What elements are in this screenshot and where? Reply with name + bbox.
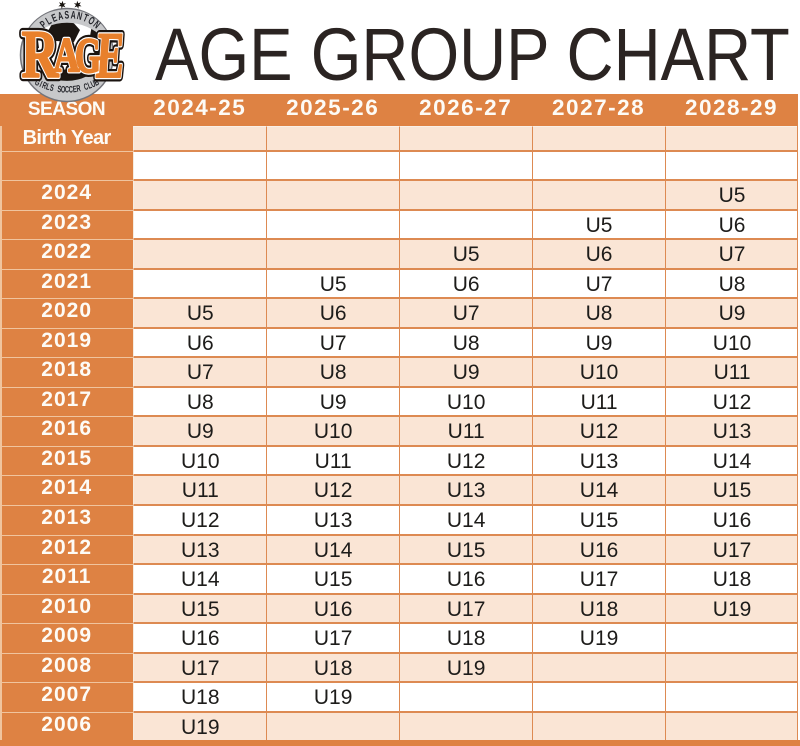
svg-text:G: G: [75, 29, 101, 84]
svg-text:R: R: [22, 17, 59, 93]
svg-text:A: A: [53, 29, 79, 82]
svg-text:E: E: [94, 20, 126, 92]
svg-text:P: P: [38, 18, 49, 30]
svg-text:E: E: [72, 84, 77, 95]
svg-text:A: A: [53, 29, 79, 82]
svg-text:N: N: [76, 10, 84, 23]
svg-text:G: G: [75, 29, 101, 84]
svg-text:G: G: [75, 29, 101, 84]
svg-text:T: T: [82, 12, 91, 25]
svg-text:O: O: [61, 84, 66, 95]
svg-text:B: B: [92, 77, 101, 89]
svg-text:N: N: [91, 18, 103, 31]
svg-text:S: S: [57, 84, 62, 95]
svg-text:C: C: [82, 81, 89, 93]
svg-text:O: O: [86, 14, 97, 27]
svg-text:S: S: [49, 82, 55, 93]
svg-text:R: R: [22, 17, 59, 93]
svg-text:R: R: [75, 83, 81, 94]
svg-text:L: L: [86, 80, 93, 91]
svg-text:L: L: [44, 14, 54, 27]
svg-text:C: C: [65, 84, 69, 95]
svg-text:L: L: [45, 81, 52, 92]
svg-text:A: A: [57, 10, 65, 23]
svg-text:E: E: [94, 20, 126, 92]
svg-text:C: C: [68, 84, 73, 95]
svg-text:U: U: [89, 78, 97, 90]
svg-text:S: S: [64, 9, 70, 21]
svg-text:R: R: [22, 17, 59, 93]
svg-text:A: A: [70, 9, 76, 21]
svg-text:E: E: [50, 12, 59, 25]
svg-text:G: G: [33, 77, 42, 89]
svg-text:A: A: [53, 29, 79, 82]
svg-text:I: I: [38, 79, 44, 90]
svg-text:R: R: [41, 80, 49, 92]
